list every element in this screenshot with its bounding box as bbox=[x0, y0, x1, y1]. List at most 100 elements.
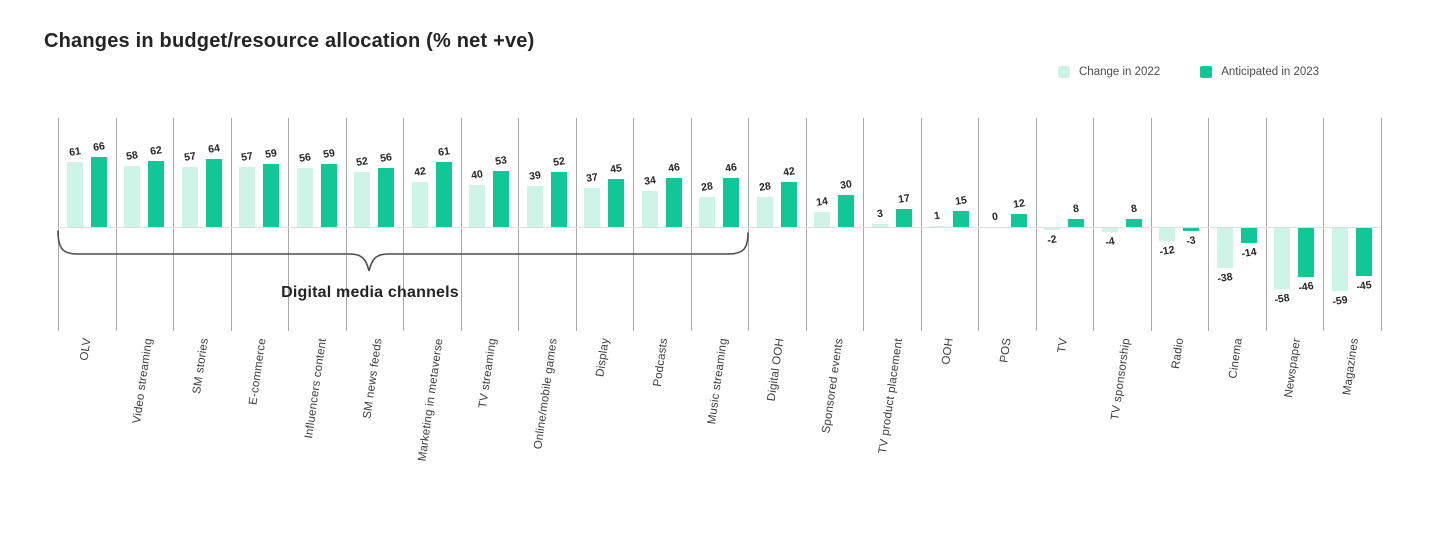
value-label-2022: -4 bbox=[1104, 235, 1116, 249]
gridline bbox=[1035, 118, 1037, 331]
value-label-2022: -12 bbox=[1158, 243, 1176, 258]
category-label: E-commerce bbox=[247, 337, 269, 406]
category-label: Radio bbox=[1170, 337, 1187, 370]
category-label: Newspaper bbox=[1283, 337, 1304, 399]
gridline bbox=[690, 118, 692, 331]
value-label-2022: 28 bbox=[700, 180, 714, 195]
value-label-2023: -3 bbox=[1185, 234, 1197, 248]
value-label-2022: 57 bbox=[240, 149, 254, 164]
category-label: Cinema bbox=[1226, 337, 1245, 380]
category-label: SM stories bbox=[190, 337, 211, 395]
legend-label-2022: Change in 2022 bbox=[1079, 66, 1161, 78]
gridline bbox=[1208, 118, 1209, 331]
gridline bbox=[518, 118, 519, 331]
gridline bbox=[288, 118, 289, 331]
bar-2023 bbox=[608, 179, 625, 227]
gridline bbox=[115, 118, 117, 331]
value-label-2022: 3 bbox=[875, 207, 884, 221]
value-label-2023: 30 bbox=[839, 178, 853, 193]
category-label: TV sponsorship bbox=[1109, 337, 1133, 422]
value-label-2022: -38 bbox=[1216, 271, 1234, 286]
bar-2023 bbox=[493, 170, 510, 227]
bar-2022 bbox=[1331, 228, 1348, 291]
bar-2022 bbox=[584, 187, 601, 227]
gridline bbox=[748, 118, 749, 331]
legend-swatch-2023-icon bbox=[1200, 66, 1213, 78]
category-label: Marketing in metaverse bbox=[416, 337, 446, 463]
value-label-2022: 0 bbox=[990, 210, 999, 224]
gridline bbox=[1323, 118, 1324, 331]
gridline bbox=[58, 118, 59, 331]
value-label-2023: 64 bbox=[207, 142, 221, 156]
value-label-2023: 17 bbox=[897, 192, 911, 206]
bar-2022 bbox=[296, 167, 313, 227]
bar-2023 bbox=[1068, 218, 1085, 227]
value-label-2022: 58 bbox=[125, 148, 139, 163]
legend: Change in 2022 Anticipated in 2023 bbox=[1058, 66, 1319, 78]
value-label-2022: 42 bbox=[413, 165, 427, 180]
bar-2022 bbox=[469, 184, 486, 227]
bar-2022 bbox=[1274, 228, 1291, 290]
value-label-2022: 37 bbox=[585, 170, 599, 185]
bar-2023 bbox=[723, 178, 740, 227]
category-label: Online/mobile games bbox=[532, 337, 560, 451]
bar-2023 bbox=[90, 157, 107, 227]
category-label: OOH bbox=[940, 337, 957, 366]
bar-2023 bbox=[550, 171, 567, 227]
bar-2022 bbox=[641, 190, 658, 227]
value-label-2023: 52 bbox=[552, 155, 566, 169]
bar-2022 bbox=[181, 166, 198, 227]
value-label-2022: -58 bbox=[1273, 292, 1291, 307]
value-label-2023: 66 bbox=[92, 140, 106, 154]
bar-2022 bbox=[929, 225, 946, 227]
value-label-2023: 15 bbox=[954, 194, 968, 208]
bar-2023 bbox=[895, 208, 912, 227]
value-label-2023: 45 bbox=[609, 162, 623, 177]
value-label-2022: 57 bbox=[183, 149, 197, 164]
gridline bbox=[633, 118, 634, 331]
gridline bbox=[1150, 118, 1152, 331]
bar-2022 bbox=[124, 165, 141, 227]
category-label: Display bbox=[594, 337, 612, 378]
chart-title: Changes in budget/resource allocation (%… bbox=[44, 30, 535, 52]
bar-2023 bbox=[1183, 228, 1200, 232]
value-label-2022: 39 bbox=[528, 168, 542, 183]
category-label: Influencers content bbox=[302, 337, 329, 440]
bar-2023 bbox=[1240, 228, 1257, 243]
category-label: Sponsored events bbox=[820, 337, 846, 435]
legend-item-2022: Change in 2022 bbox=[1058, 66, 1160, 78]
bar-2022 bbox=[66, 162, 83, 227]
value-label-2023: 46 bbox=[724, 161, 738, 176]
value-label-2023: 59 bbox=[264, 147, 278, 162]
value-label-2023: 62 bbox=[149, 144, 163, 159]
bar-2023 bbox=[263, 164, 280, 227]
bar-2023 bbox=[1298, 228, 1315, 277]
value-label-2023: 59 bbox=[322, 147, 336, 162]
value-label-2022: 34 bbox=[643, 174, 657, 188]
bar-2022 bbox=[814, 212, 831, 227]
gridline bbox=[1380, 118, 1382, 331]
bar-2022 bbox=[699, 197, 716, 227]
gridline bbox=[575, 118, 577, 331]
value-label-2023: 12 bbox=[1012, 197, 1026, 212]
value-label-2022: 1 bbox=[933, 209, 942, 223]
value-label-2022: 14 bbox=[815, 195, 829, 209]
legend-label-2023: Anticipated in 2023 bbox=[1221, 66, 1320, 78]
value-label-2023: 56 bbox=[379, 150, 393, 165]
value-label-2023: 46 bbox=[667, 161, 681, 176]
bar-2022 bbox=[411, 182, 428, 227]
bar-2023 bbox=[1355, 228, 1372, 276]
gridline bbox=[460, 118, 462, 331]
bar-2023 bbox=[953, 211, 970, 227]
bar-2022 bbox=[526, 185, 543, 227]
value-label-2022: -59 bbox=[1331, 293, 1349, 308]
value-label-2022: 40 bbox=[470, 167, 484, 182]
value-label-2022: 52 bbox=[355, 155, 369, 169]
gridline bbox=[805, 118, 807, 331]
value-label-2023: 8 bbox=[1129, 202, 1138, 215]
bar-2022 bbox=[239, 166, 256, 227]
bar-2023 bbox=[1125, 218, 1142, 227]
legend-swatch-2022-icon bbox=[1058, 66, 1070, 78]
category-label: SM news feeds bbox=[361, 337, 385, 420]
